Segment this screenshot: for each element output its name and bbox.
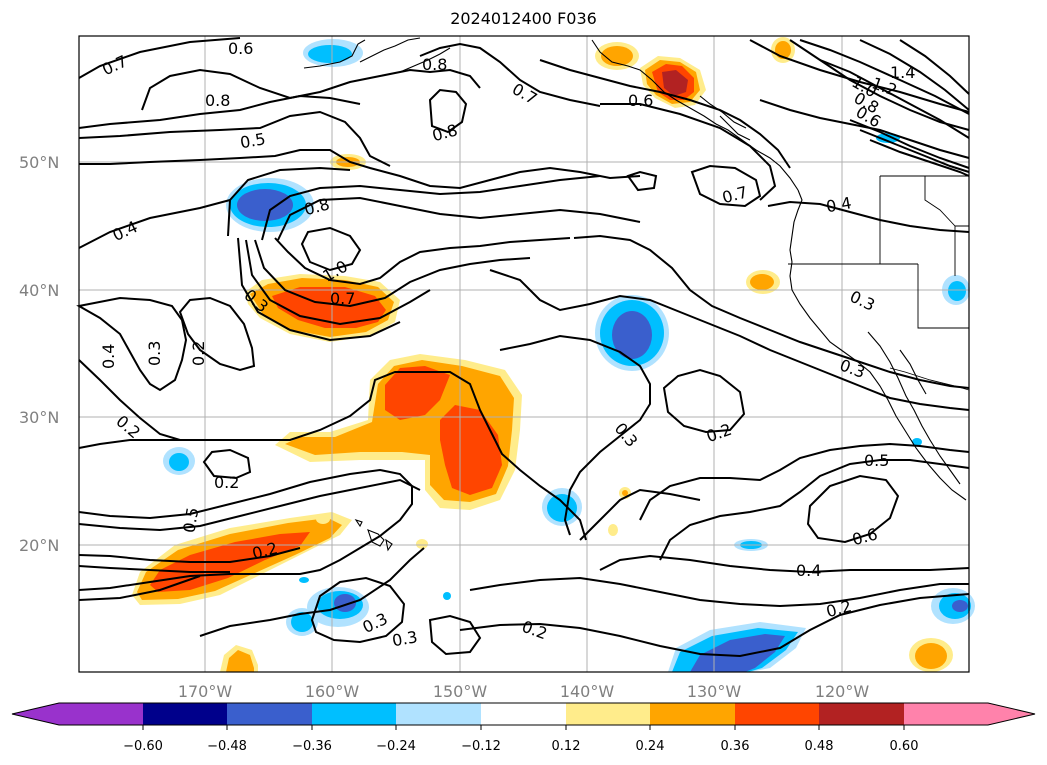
contour-label: 0.8 bbox=[205, 91, 230, 110]
contour-label: 0.4 bbox=[99, 344, 118, 369]
negative-patch-1 bbox=[226, 178, 314, 232]
colorbar-tick-label: 0.48 bbox=[805, 739, 834, 754]
contour-label: 1.4 bbox=[890, 63, 915, 82]
colorbar-swatch bbox=[904, 703, 988, 725]
negative-patch-5 bbox=[542, 488, 582, 526]
contour-label: 0.3 bbox=[145, 341, 164, 366]
contour-label: 0.5 bbox=[864, 451, 889, 470]
lat-label-30n: 30°N bbox=[19, 408, 59, 427]
colorbar-ticks bbox=[142, 725, 905, 730]
contour-label: 0.2 bbox=[214, 473, 239, 492]
contour-label: 0.4 bbox=[825, 193, 853, 216]
lon-label-170w: 170°W bbox=[178, 682, 233, 701]
colorbar-swatch bbox=[650, 703, 735, 725]
contour-label: 0.2 bbox=[189, 341, 208, 366]
contour-label: 0.7 bbox=[330, 289, 355, 308]
contour-label: 0.5 bbox=[239, 129, 267, 152]
colorbar-tick-label: −0.24 bbox=[376, 739, 416, 754]
colorbar-swatch bbox=[819, 703, 904, 725]
colorbar-swatch bbox=[566, 703, 650, 725]
negative-patch-2 bbox=[303, 39, 363, 67]
colorbar-swatches bbox=[12, 703, 1035, 725]
lat-label-50n: 50°N bbox=[19, 153, 59, 172]
colorbar-swatch bbox=[735, 703, 819, 725]
positive-patch-11 bbox=[316, 487, 631, 549]
lon-label-160w: 160°W bbox=[305, 682, 360, 701]
colorbar-tick-label: −0.48 bbox=[207, 739, 247, 754]
map-title: 2024012400 F036 bbox=[450, 9, 597, 28]
colorbar-swatch bbox=[59, 703, 143, 725]
contour-label: 0.8 bbox=[422, 55, 447, 74]
lon-label-120w: 120°W bbox=[815, 682, 870, 701]
positive-patch-5 bbox=[595, 42, 639, 70]
contour-label: 0.5 bbox=[179, 506, 202, 534]
negative-patch-3 bbox=[595, 295, 669, 371]
colorbar-tick-label: 0.12 bbox=[552, 739, 581, 754]
lon-label-150w: 150°W bbox=[433, 682, 488, 701]
colorbar-swatch bbox=[988, 703, 1035, 725]
positive-patch-9 bbox=[220, 645, 258, 672]
colorbar-swatch bbox=[227, 703, 312, 725]
colorbar-tick-label: 0.60 bbox=[890, 739, 919, 754]
lat-label-40n: 40°N bbox=[19, 281, 59, 300]
colorbar-swatch bbox=[396, 703, 481, 725]
colorbar-tick-label: −0.60 bbox=[123, 739, 163, 754]
lon-label-130w: 130°W bbox=[687, 682, 742, 701]
colorbar-swatch bbox=[312, 703, 396, 725]
colorbar-tick-labels: −0.60 −0.48 −0.36 −0.24 −0.12 0.12 0.24 … bbox=[123, 739, 918, 754]
colorbar-swatch bbox=[12, 703, 59, 725]
colorbar-outline bbox=[11, 702, 1036, 726]
colorbar-tick-label: 0.24 bbox=[636, 739, 665, 754]
negative-patch-12 bbox=[299, 133, 922, 600]
contour-label: 0.6 bbox=[228, 39, 253, 58]
colorbar-swatch bbox=[481, 703, 566, 725]
colorbar: −0.60 −0.48 −0.36 −0.24 −0.12 0.12 0.24 … bbox=[11, 702, 1036, 754]
positive-patch-7 bbox=[746, 270, 780, 294]
colorbar-tick-label: −0.36 bbox=[292, 739, 332, 754]
negative-patch-4 bbox=[163, 447, 195, 475]
colorbar-tick-label: 0.36 bbox=[721, 739, 750, 754]
contour-label: 0.6 bbox=[628, 91, 653, 110]
lat-label-20n: 20°N bbox=[19, 536, 59, 555]
positive-patch-10 bbox=[909, 638, 953, 672]
latitude-labels: 50°N 40°N 30°N 20°N bbox=[19, 153, 59, 555]
contour-label: 0.4 bbox=[796, 561, 821, 580]
lon-label-140w: 140°W bbox=[560, 682, 615, 701]
map-frame bbox=[78, 35, 970, 673]
colorbar-tick-label: −0.12 bbox=[461, 739, 501, 754]
colorbar-swatch bbox=[143, 703, 227, 725]
contour-label: 0.3 bbox=[391, 627, 419, 650]
longitude-labels: 170°W 160°W 150°W 140°W 130°W 120°W bbox=[178, 682, 870, 701]
contours bbox=[76, 37, 970, 658]
